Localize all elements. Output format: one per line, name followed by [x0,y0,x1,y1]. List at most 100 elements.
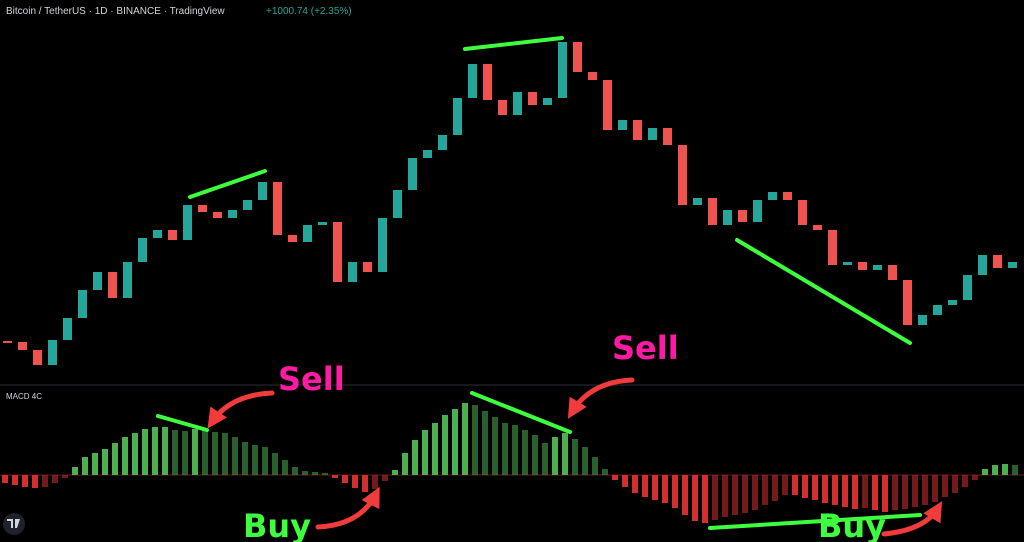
histogram-bar [352,475,358,488]
histogram-bar [492,417,498,475]
candle [993,255,1002,268]
candle [288,235,297,242]
candle [393,190,402,218]
histogram-bar [632,475,638,493]
candle [708,198,717,225]
candle [663,128,672,145]
candle [168,230,177,240]
candle [273,182,282,235]
candle [3,341,12,343]
histogram-bar [602,469,608,475]
histogram-bar [432,423,438,475]
candle [303,225,312,242]
histogram-bar [902,475,908,509]
histogram-bar [322,473,328,475]
candle [738,210,747,222]
histogram-bar [992,465,998,475]
histogram-bar [422,430,428,475]
candle [468,64,477,98]
histogram-bar [312,472,318,475]
histogram-bar [22,475,28,487]
candle [138,238,147,262]
candle [828,230,837,265]
sell-label: Sell [612,329,679,367]
sell-label: Sell [278,360,345,398]
histogram-bar [822,475,828,503]
buy-label: Buy [818,507,886,542]
histogram-bar [562,433,568,475]
candle [543,98,552,105]
histogram-bar [12,475,18,485]
histogram-bar [462,403,468,475]
trend-line [470,391,572,434]
histogram-bar [42,475,48,487]
candle [753,200,762,222]
candle [228,210,237,218]
histogram-bar [782,475,788,495]
candle [588,72,597,80]
histogram-bar [192,429,198,475]
candle [423,150,432,158]
candle [18,342,27,350]
candle [903,280,912,325]
histogram-bar [542,443,548,475]
candles [3,42,1017,365]
candle [693,198,702,205]
histogram-bar [362,475,368,492]
histogram-bar [272,453,278,475]
histogram-bar [332,475,338,478]
candle [918,315,927,325]
histogram-bar [842,475,848,507]
histogram-bar [612,475,618,480]
candle [363,262,372,272]
histogram-bar [622,475,628,487]
histogram-bar [232,437,238,475]
trend-line [463,36,564,51]
histogram-bar [802,475,808,498]
histogram-bar [812,475,818,500]
candle [78,290,87,318]
histogram-bar [962,475,968,487]
histogram-bar [592,457,598,475]
arrows [207,377,943,537]
histogram-bar [522,430,528,475]
histogram-bar [132,433,138,475]
histogram-bar [172,430,178,475]
histogram-bar [972,475,978,480]
candle [723,210,732,225]
candle [813,225,822,230]
trend-line [708,513,922,530]
candle [528,92,537,105]
candle [1008,262,1017,268]
histogram-bar [852,475,858,509]
candle [108,272,117,298]
histogram-bar [942,475,948,497]
histogram-bar [762,475,768,505]
histogram-bar [882,475,888,512]
histogram-bar [92,453,98,475]
candle [678,145,687,205]
histogram-bar [922,475,928,505]
histogram-bar [32,475,38,488]
candle [183,205,192,240]
candle [63,318,72,340]
histogram-bar [262,447,268,475]
histogram-bar [112,443,118,475]
histogram-bar [502,423,508,475]
change: +1000.74 (+2.35%) [266,6,352,17]
histogram-bar [292,467,298,475]
histogram-bar [152,427,158,475]
histogram-bar [702,475,708,523]
histogram-bar [932,475,938,502]
histogram-bar [182,431,188,475]
histogram-bar [392,470,398,475]
candle [153,230,162,238]
histogram-bar [372,475,378,489]
histogram-bar [202,430,208,475]
histogram-bar [52,475,58,483]
candle [33,350,42,365]
trend-lines [156,36,922,530]
candle [48,340,57,365]
candle [453,98,462,135]
candle [408,158,417,190]
